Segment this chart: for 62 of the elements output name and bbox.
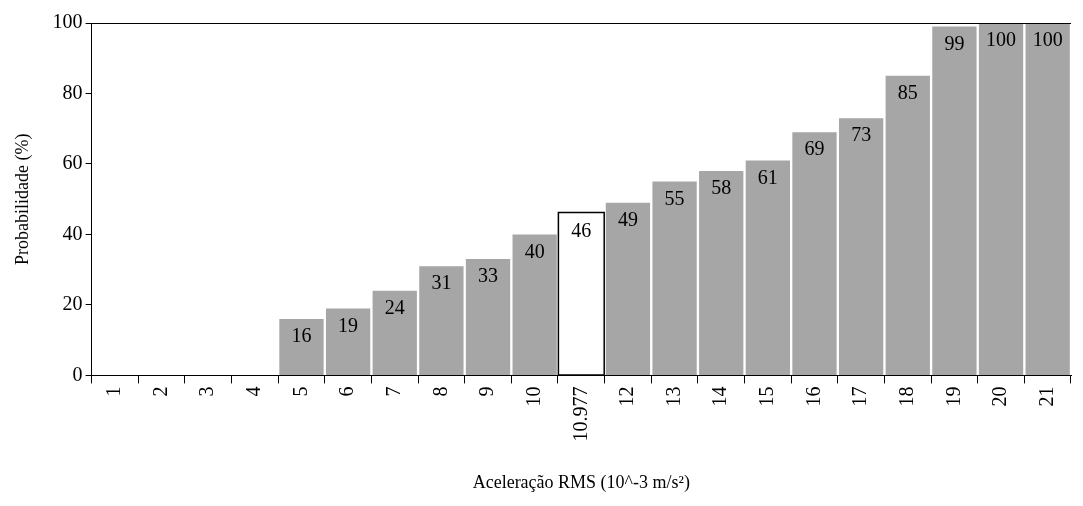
data-label: 100 (986, 28, 1017, 51)
data-label: 49 (617, 207, 638, 230)
x-axis-title: Aceleração RMS (10^-3 m/s²) (472, 471, 690, 493)
bar (372, 290, 417, 375)
data-label: 16 (291, 324, 312, 347)
y-axis-title: Probabilidade (%) (11, 133, 33, 265)
data-label: 61 (757, 165, 778, 188)
bar (932, 26, 977, 375)
bar (605, 202, 651, 375)
y-tick-label: 0 (72, 362, 83, 385)
x-tick-label: 14 (708, 386, 731, 407)
x-tick-label: 9 (475, 386, 498, 397)
y-tick-label: 100 (52, 10, 83, 33)
bar (885, 75, 930, 375)
x-tick-label: 15 (755, 386, 778, 407)
bar (465, 259, 511, 375)
data-label: 73 (851, 123, 872, 146)
x-tick-label: 13 (661, 386, 684, 407)
bar (325, 308, 371, 375)
data-label: 55 (664, 186, 685, 209)
x-tick-label: 12 (615, 386, 638, 407)
x-tick-label: 21 (1034, 386, 1057, 407)
y-tick-label: 20 (62, 292, 83, 315)
y-tick-label: 60 (62, 151, 83, 174)
x-tick-label: 10 (521, 386, 544, 407)
bar (279, 319, 324, 375)
data-label: 33 (478, 264, 499, 287)
data-label: 31 (431, 271, 452, 294)
bar (978, 23, 1024, 375)
data-label: 40 (524, 239, 545, 262)
bar (512, 234, 557, 375)
y-tick-label: 80 (62, 80, 83, 103)
x-tick-label: 10.977 (568, 386, 591, 442)
bar (419, 266, 464, 375)
bar (838, 118, 884, 375)
data-label: 69 (804, 137, 825, 160)
bar (652, 181, 697, 375)
x-tick-label: 17 (848, 386, 871, 407)
x-tick-label: 19 (941, 386, 964, 407)
data-label: 85 (897, 81, 918, 104)
x-tick-label: 8 (428, 386, 451, 397)
data-label: 19 (338, 313, 359, 336)
x-tick-label: 3 (195, 386, 218, 397)
bar (1025, 23, 1070, 375)
y-tick-label: 40 (62, 221, 83, 244)
x-tick-label: 6 (335, 386, 358, 397)
bar (699, 171, 744, 375)
x-tick-label: 5 (288, 386, 311, 397)
data-label: 99 (944, 31, 965, 54)
x-tick-label: 4 (242, 386, 265, 397)
bar (745, 160, 791, 375)
data-label: 100 (1032, 28, 1063, 51)
x-tick-label: 20 (988, 386, 1011, 407)
data-label: 46 (571, 218, 592, 241)
data-label: 58 (711, 176, 732, 199)
x-tick-label: 16 (801, 386, 824, 407)
x-tick-label: 2 (148, 386, 171, 397)
bar (792, 132, 837, 375)
data-label: 24 (384, 296, 405, 319)
x-tick-label: 7 (382, 386, 404, 397)
x-tick-label: 18 (895, 386, 918, 407)
x-tick-label: 1 (102, 386, 125, 397)
